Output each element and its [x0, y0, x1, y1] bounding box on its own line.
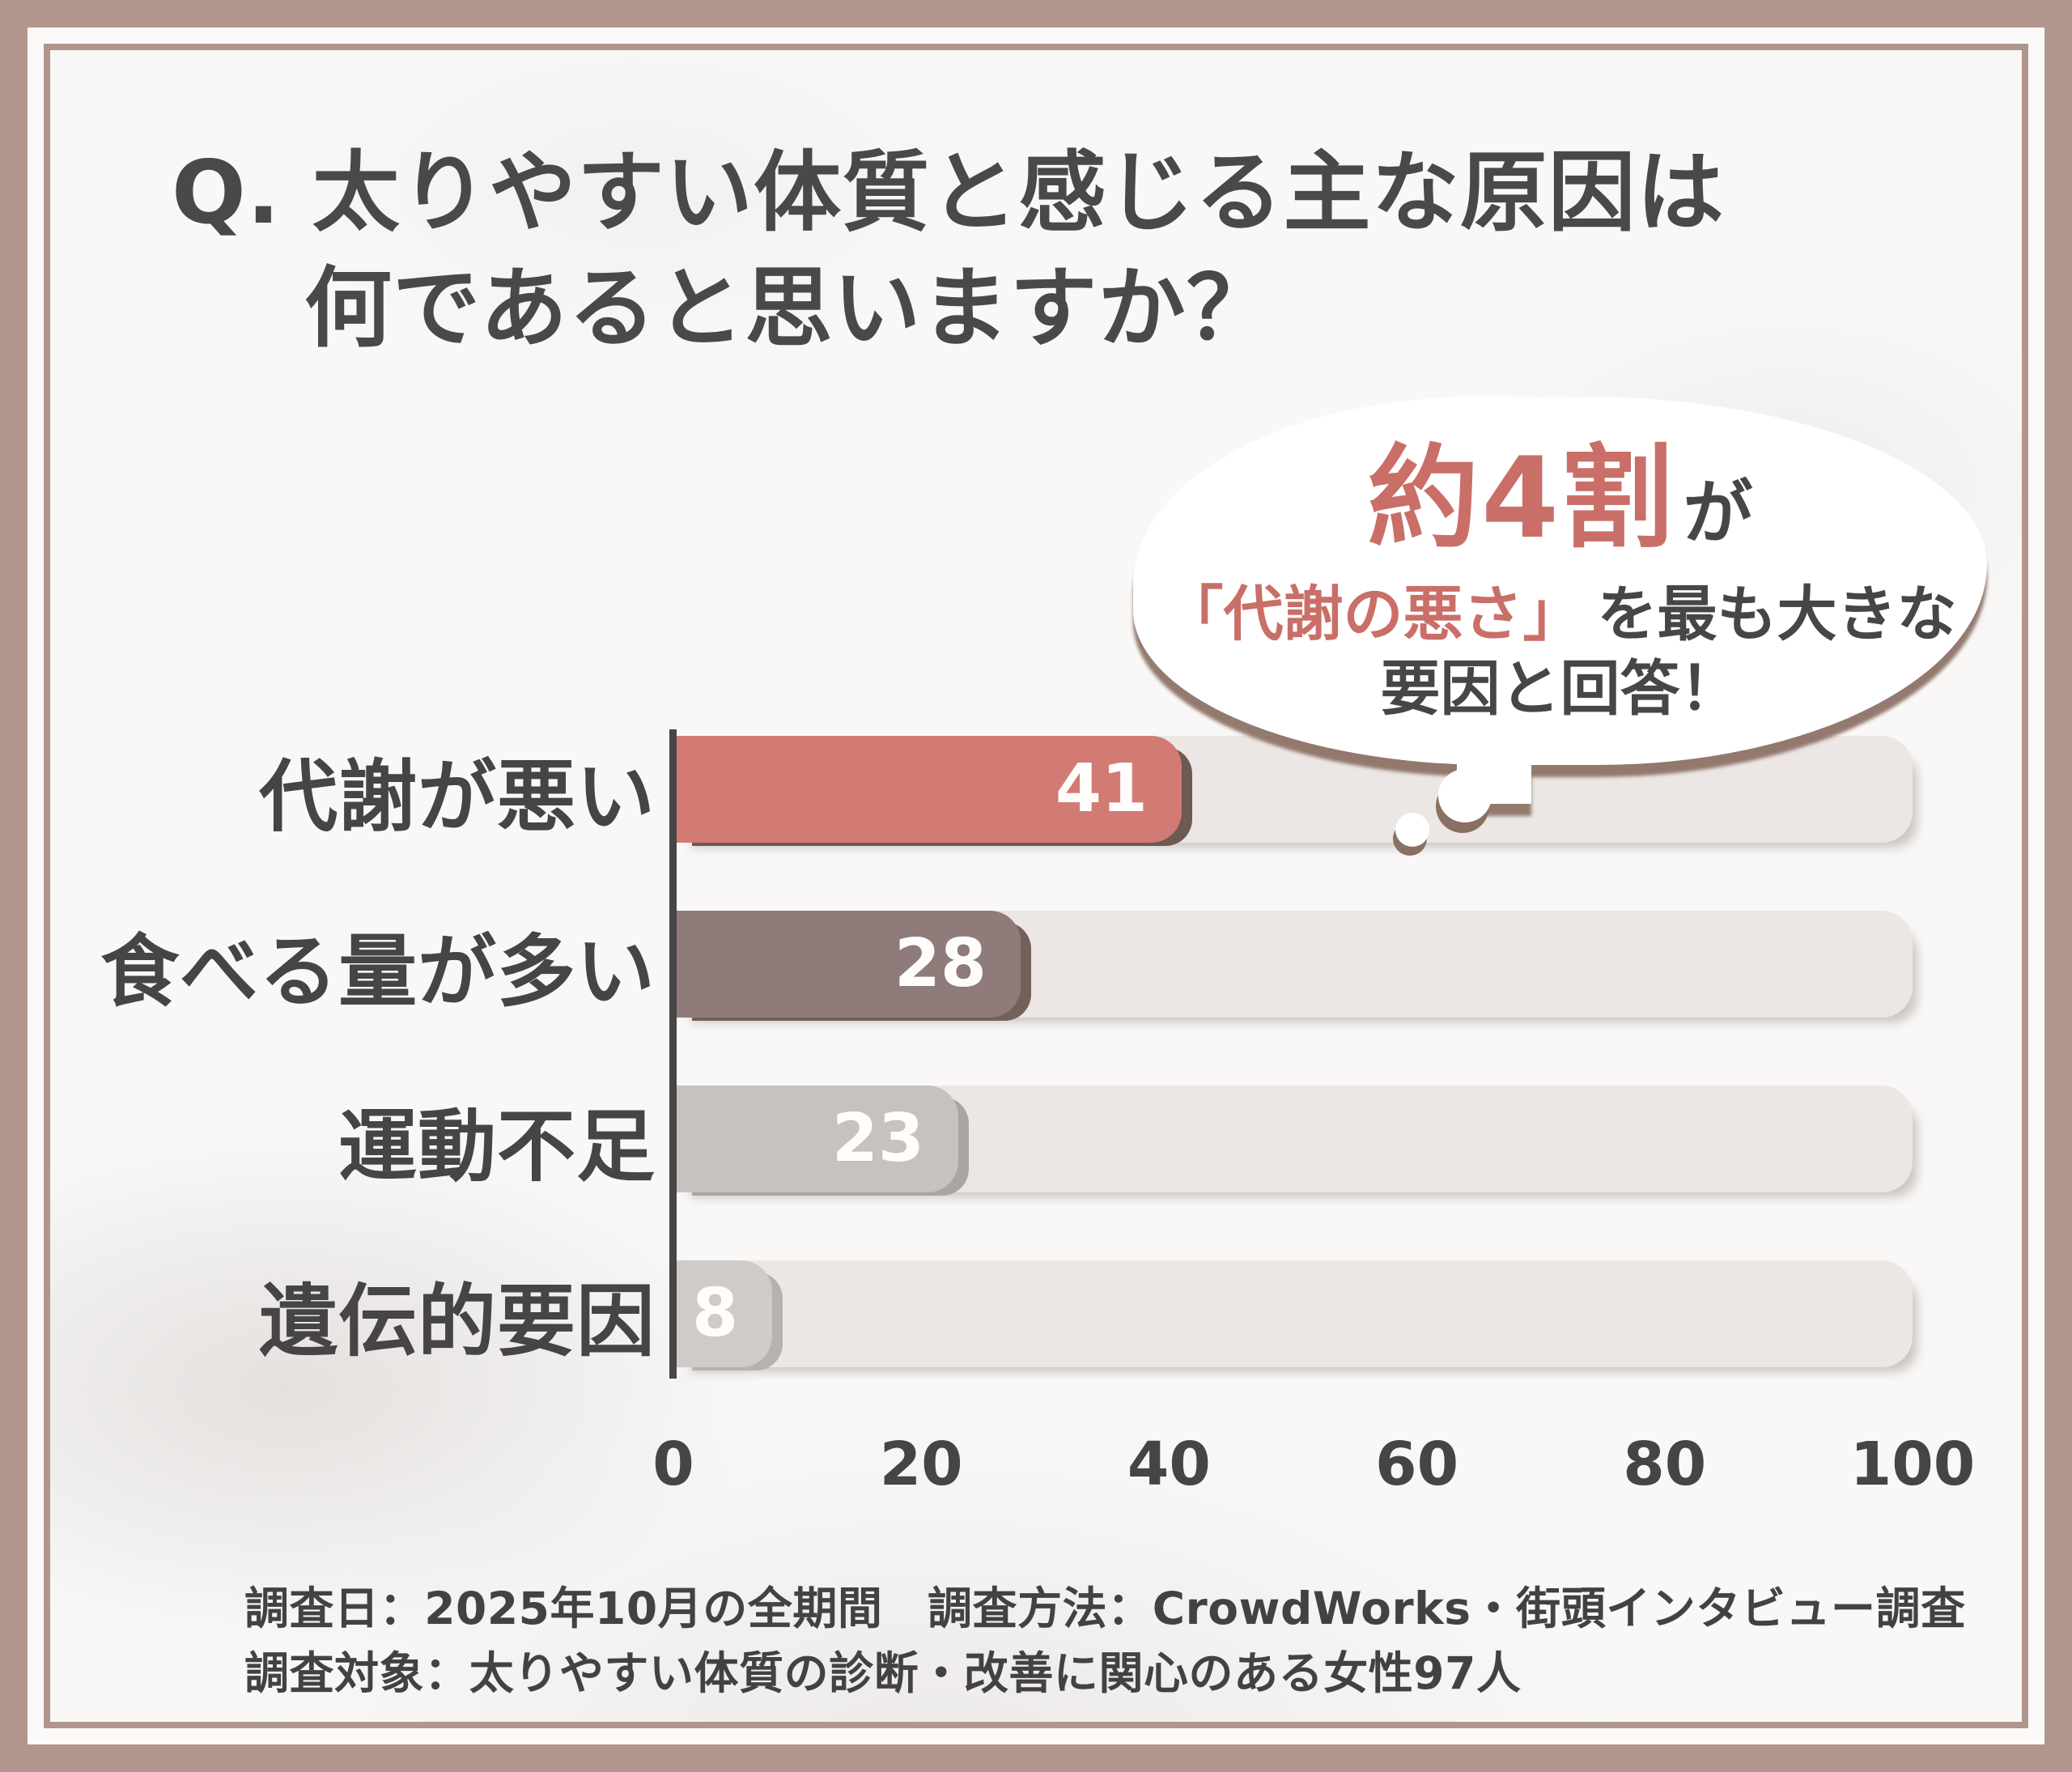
footnote-line-1: 調査日：2025年10月の全期間 調査方法：CrowdWorks・街頭インタビュ…: [244, 1583, 1966, 1634]
x-axis-tick-label: 40: [1127, 1430, 1211, 1499]
thought-dot-large-icon: [1438, 769, 1492, 822]
bar-value-label: 28: [894, 925, 987, 1002]
category-label: 運動不足: [338, 1100, 656, 1192]
bar-value-label: 41: [1055, 750, 1148, 827]
x-axis-tick-label: 20: [879, 1430, 963, 1499]
bar-value-label: 8: [691, 1275, 738, 1352]
callout-line-3: 要因と回答！: [1380, 653, 1740, 724]
category-label: 代謝が悪い: [259, 750, 656, 843]
x-axis-tick-label: 100: [1849, 1430, 1976, 1499]
bar-fill: 28: [673, 911, 1021, 1018]
callout-line-2: 「代謝の悪さ」 を最も大きな: [1164, 580, 1957, 649]
title-line-2: 何であると思いますか？: [304, 257, 1275, 359]
x-axis-tick-label: 60: [1375, 1430, 1459, 1499]
bar-fill: 8: [673, 1260, 772, 1367]
bar-fill: 23: [673, 1086, 958, 1192]
callout-highlight-answer: 「代謝の悪さ」: [1163, 580, 1583, 650]
category-label: 遺伝的要因: [259, 1275, 656, 1367]
bar-fill: 41: [673, 736, 1182, 843]
callout-line-1: 約4割 が: [1367, 443, 1752, 555]
chart-row: 遺伝的要因 8: [0, 1260, 2072, 1367]
category-label: 食べる量が多い: [100, 925, 656, 1018]
chart-row: 運動不足 23: [0, 1086, 2072, 1192]
callout-speech-bubble: 約4割 が 「代謝の悪さ」 を最も大きな 要因と回答！: [1133, 397, 1987, 804]
x-axis-tick-label: 80: [1623, 1430, 1707, 1499]
chart-row: 代謝が悪い 41: [0, 736, 2072, 843]
frame-inner-line: [44, 44, 2028, 1728]
footnote-line-2: 調査対象：太りやすい体質の診断・改善に関心のある女性97人: [244, 1647, 1522, 1699]
survey-footnote: 調査日：2025年10月の全期間 調査方法：CrowdWorks・街頭インタビュ…: [244, 1577, 1966, 1706]
callout-suffix: が: [1683, 473, 1753, 555]
content-background: [50, 50, 2022, 1722]
page-title: Q. 太りやすい体質と感じる主な原因は 何であると思いますか？: [172, 136, 1725, 367]
thought-dot-small-icon: [1395, 813, 1429, 847]
bar-track: [673, 1260, 1913, 1367]
callout-highlight-percentage: 約4割: [1367, 433, 1675, 564]
y-axis-line: [669, 729, 677, 1379]
x-axis-tick-label: 0: [652, 1430, 694, 1499]
chart-row: 食べる量が多い 28: [0, 911, 2072, 1018]
bar-value-label: 23: [831, 1100, 924, 1177]
callout-line-2-rest: を最も大きな: [1597, 580, 1957, 650]
title-line-1: Q. 太りやすい体質と感じる主な原因は: [172, 142, 1725, 244]
